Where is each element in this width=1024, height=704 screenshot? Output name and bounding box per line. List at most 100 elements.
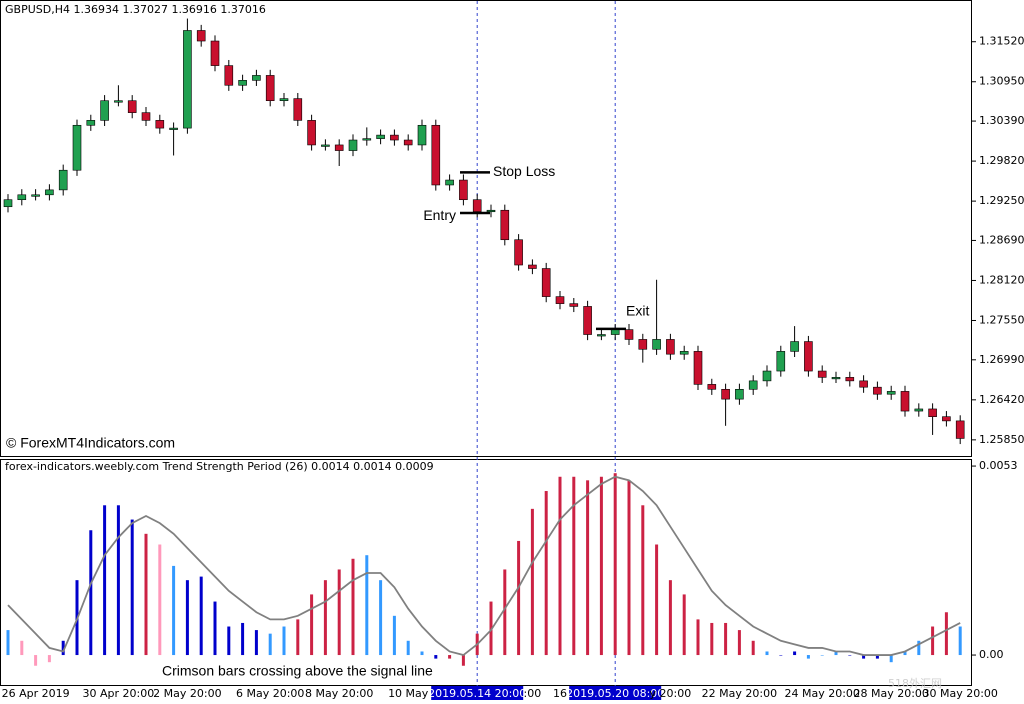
- histogram-bar: [47, 655, 51, 663]
- histogram-bar: [931, 626, 935, 656]
- x-tick-label: 30 Apr 20:00: [83, 687, 155, 700]
- x-tick-label: 10 May: [388, 687, 429, 700]
- candle-body: [500, 209, 510, 241]
- histogram-bar: [20, 640, 24, 656]
- candle-body: [472, 199, 482, 212]
- candle-body: [817, 370, 827, 378]
- x-tick-label: 24 May 20:00: [784, 687, 859, 700]
- y-tick-label: 0.0053: [979, 459, 1018, 472]
- histogram-bar: [820, 655, 824, 656]
- histogram-bar: [103, 505, 107, 656]
- candle-body: [45, 189, 54, 196]
- candle-body: [445, 179, 454, 186]
- histogram-bar: [668, 580, 672, 656]
- x-tick-label: 16: [553, 687, 567, 700]
- candle-body: [707, 384, 717, 390]
- x-tick-label: :00: [524, 687, 542, 700]
- candle-body: [914, 408, 924, 412]
- candle-body: [293, 98, 303, 121]
- watermark: © ForexMT4Indicators.com: [6, 435, 175, 451]
- histogram-bar: [461, 655, 465, 666]
- histogram-bar: [599, 476, 603, 656]
- y-tick-label: 1.28120: [979, 273, 1024, 286]
- candle-body: [610, 329, 620, 335]
- candle-body: [238, 80, 247, 86]
- histogram-bar: [172, 565, 176, 656]
- x-tick-label: 22 May 20:00: [702, 687, 777, 700]
- y-tick-label: 0.00: [979, 648, 1004, 661]
- histogram-bar: [434, 655, 438, 659]
- x-tick-label: 2019.05.20 08:00: [566, 687, 664, 700]
- histogram-bar: [558, 476, 562, 656]
- histogram-bar: [489, 601, 493, 656]
- y-tick-label: 1.29250: [979, 194, 1024, 207]
- histogram-bar: [420, 651, 424, 656]
- x-tick-label: 6 May 20:00: [236, 687, 304, 700]
- candle-body: [265, 75, 275, 102]
- candle-body: [624, 329, 634, 340]
- histogram-bar: [641, 505, 645, 656]
- histogram-bar: [241, 622, 245, 656]
- candle-body: [569, 303, 579, 307]
- candle-body: [528, 264, 537, 269]
- histogram-bar: [89, 530, 93, 656]
- histogram-bar: [185, 580, 189, 656]
- main-panel: [0, 0, 972, 457]
- y-tick-label: 1.30390: [979, 114, 1024, 127]
- candle-body: [334, 144, 344, 151]
- y-tick-label: 1.31520: [979, 35, 1024, 48]
- candle-body: [721, 388, 730, 400]
- x-label-highlight: [431, 686, 524, 700]
- candle-body: [86, 120, 96, 126]
- histogram-bar: [6, 630, 10, 656]
- histogram-bar: [392, 615, 396, 656]
- histogram-bar: [627, 480, 631, 656]
- candle-body: [762, 370, 772, 382]
- candle-body: [928, 408, 937, 417]
- histogram-bar: [586, 480, 590, 656]
- candle-body: [886, 391, 896, 395]
- histogram-bar: [406, 640, 410, 656]
- candle-body: [58, 169, 68, 191]
- candle-body: [693, 351, 703, 385]
- candle-body: [804, 341, 813, 372]
- histogram-bar: [296, 619, 300, 656]
- candle-body: [127, 100, 137, 113]
- histogram-bar: [751, 640, 755, 656]
- candle-body: [321, 144, 330, 147]
- candle-body: [638, 339, 648, 350]
- candle-body: [17, 194, 27, 201]
- histogram-bar: [351, 558, 355, 656]
- indicator-annotation: Crimson bars crossing above the signal l…: [162, 663, 433, 679]
- candle-body: [210, 40, 220, 66]
- candle-body: [486, 209, 496, 213]
- histogram-bar: [530, 508, 534, 656]
- y-tick-label: 1.30950: [979, 75, 1024, 88]
- histogram-bar: [889, 655, 893, 663]
- x-tick-label: 8 May 20:00: [305, 687, 373, 700]
- x-tick-label: 2019.05.14 20:00: [428, 687, 526, 700]
- histogram-bar: [834, 651, 838, 656]
- chart-title: GBPUSD,H4 1.36934 1.37027 1.36916 1.3701…: [5, 3, 266, 16]
- histogram-bar: [158, 544, 162, 656]
- candle-body: [390, 134, 399, 141]
- candle-body: [679, 351, 689, 355]
- annotation-label: Exit: [626, 303, 649, 319]
- histogram-bar: [34, 655, 38, 666]
- histogram-bar: [696, 619, 700, 656]
- histogram-bar: [862, 655, 866, 659]
- histogram-bar: [572, 476, 576, 656]
- candle-body: [183, 30, 192, 129]
- candle-body: [541, 268, 551, 297]
- histogram-bar: [282, 626, 286, 656]
- candle-body: [942, 416, 951, 422]
- candle-body: [666, 339, 675, 355]
- histogram-bar: [61, 640, 65, 656]
- candle-body: [114, 100, 123, 103]
- candle-body: [307, 120, 316, 146]
- histogram-bar: [254, 630, 258, 656]
- candle-body: [597, 334, 606, 337]
- candle-body: [348, 139, 358, 151]
- x-tick-label: 28 May 20:00: [853, 687, 928, 700]
